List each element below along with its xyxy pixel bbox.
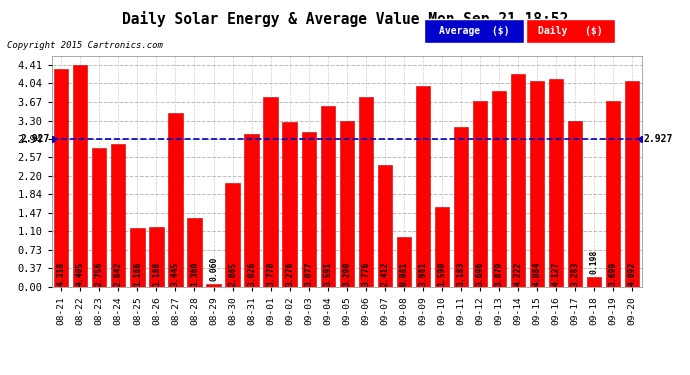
Bar: [149, 227, 164, 287]
Bar: [549, 79, 563, 287]
Bar: [415, 86, 430, 287]
Bar: [111, 144, 126, 287]
Text: 3.026: 3.026: [247, 261, 256, 286]
Text: 3.183: 3.183: [456, 261, 466, 286]
Bar: [587, 277, 601, 287]
Text: 3.445: 3.445: [171, 261, 180, 286]
Bar: [302, 132, 316, 287]
Bar: [606, 100, 620, 287]
Text: 0.060: 0.060: [209, 257, 218, 281]
Bar: [264, 97, 278, 287]
Bar: [73, 65, 88, 287]
Text: Average  ($): Average ($): [439, 26, 510, 36]
Text: 2.065: 2.065: [228, 261, 237, 286]
Text: Daily Solar Energy & Average Value Mon Sep 21 18:52: Daily Solar Energy & Average Value Mon S…: [122, 11, 568, 27]
Bar: [321, 106, 335, 287]
Text: 0.198: 0.198: [590, 250, 599, 274]
Text: Copyright 2015 Cartronics.com: Copyright 2015 Cartronics.com: [7, 41, 163, 50]
Bar: [130, 228, 144, 287]
Text: 1.590: 1.590: [437, 261, 446, 286]
Text: 1.166: 1.166: [133, 261, 142, 286]
Text: 4.084: 4.084: [533, 261, 542, 286]
Text: 3.879: 3.879: [495, 261, 504, 286]
Text: 3.699: 3.699: [609, 261, 618, 286]
Bar: [244, 134, 259, 287]
Text: 4.222: 4.222: [513, 261, 522, 286]
Text: 3.776: 3.776: [362, 261, 371, 286]
Bar: [168, 113, 183, 287]
Text: 2.842: 2.842: [114, 261, 123, 286]
Text: 4.092: 4.092: [628, 261, 637, 286]
Text: 1.360: 1.360: [190, 261, 199, 286]
Text: 0.981: 0.981: [400, 261, 408, 286]
Bar: [397, 237, 411, 287]
Text: 4.405: 4.405: [76, 261, 85, 286]
Text: 1.188: 1.188: [152, 261, 161, 286]
Text: 2.412: 2.412: [380, 261, 389, 286]
Text: 2.927: 2.927: [21, 134, 50, 144]
Text: 3.696: 3.696: [475, 261, 484, 286]
Text: 2.927: 2.927: [643, 134, 673, 144]
Text: 3.591: 3.591: [323, 261, 332, 286]
Text: 3.290: 3.290: [342, 261, 351, 286]
Bar: [435, 207, 449, 287]
Bar: [511, 74, 525, 287]
Text: 3.276: 3.276: [285, 261, 294, 286]
Text: 3.077: 3.077: [304, 261, 313, 286]
Bar: [188, 218, 201, 287]
Bar: [530, 81, 544, 287]
Bar: [473, 100, 487, 287]
Bar: [625, 81, 640, 287]
Bar: [226, 183, 239, 287]
Bar: [568, 122, 582, 287]
Bar: [339, 121, 354, 287]
Text: 2.756: 2.756: [95, 261, 103, 286]
Text: 4.127: 4.127: [551, 261, 560, 286]
Bar: [377, 165, 392, 287]
Bar: [359, 97, 373, 287]
Text: 3.981: 3.981: [418, 261, 427, 286]
Bar: [492, 92, 506, 287]
Bar: [282, 122, 297, 287]
Bar: [54, 69, 68, 287]
Bar: [92, 148, 106, 287]
Bar: [206, 284, 221, 287]
Bar: [454, 126, 468, 287]
Text: 4.318: 4.318: [57, 261, 66, 286]
Text: 3.283: 3.283: [571, 261, 580, 286]
Text: 3.770: 3.770: [266, 261, 275, 286]
Text: Daily   ($): Daily ($): [538, 26, 603, 36]
